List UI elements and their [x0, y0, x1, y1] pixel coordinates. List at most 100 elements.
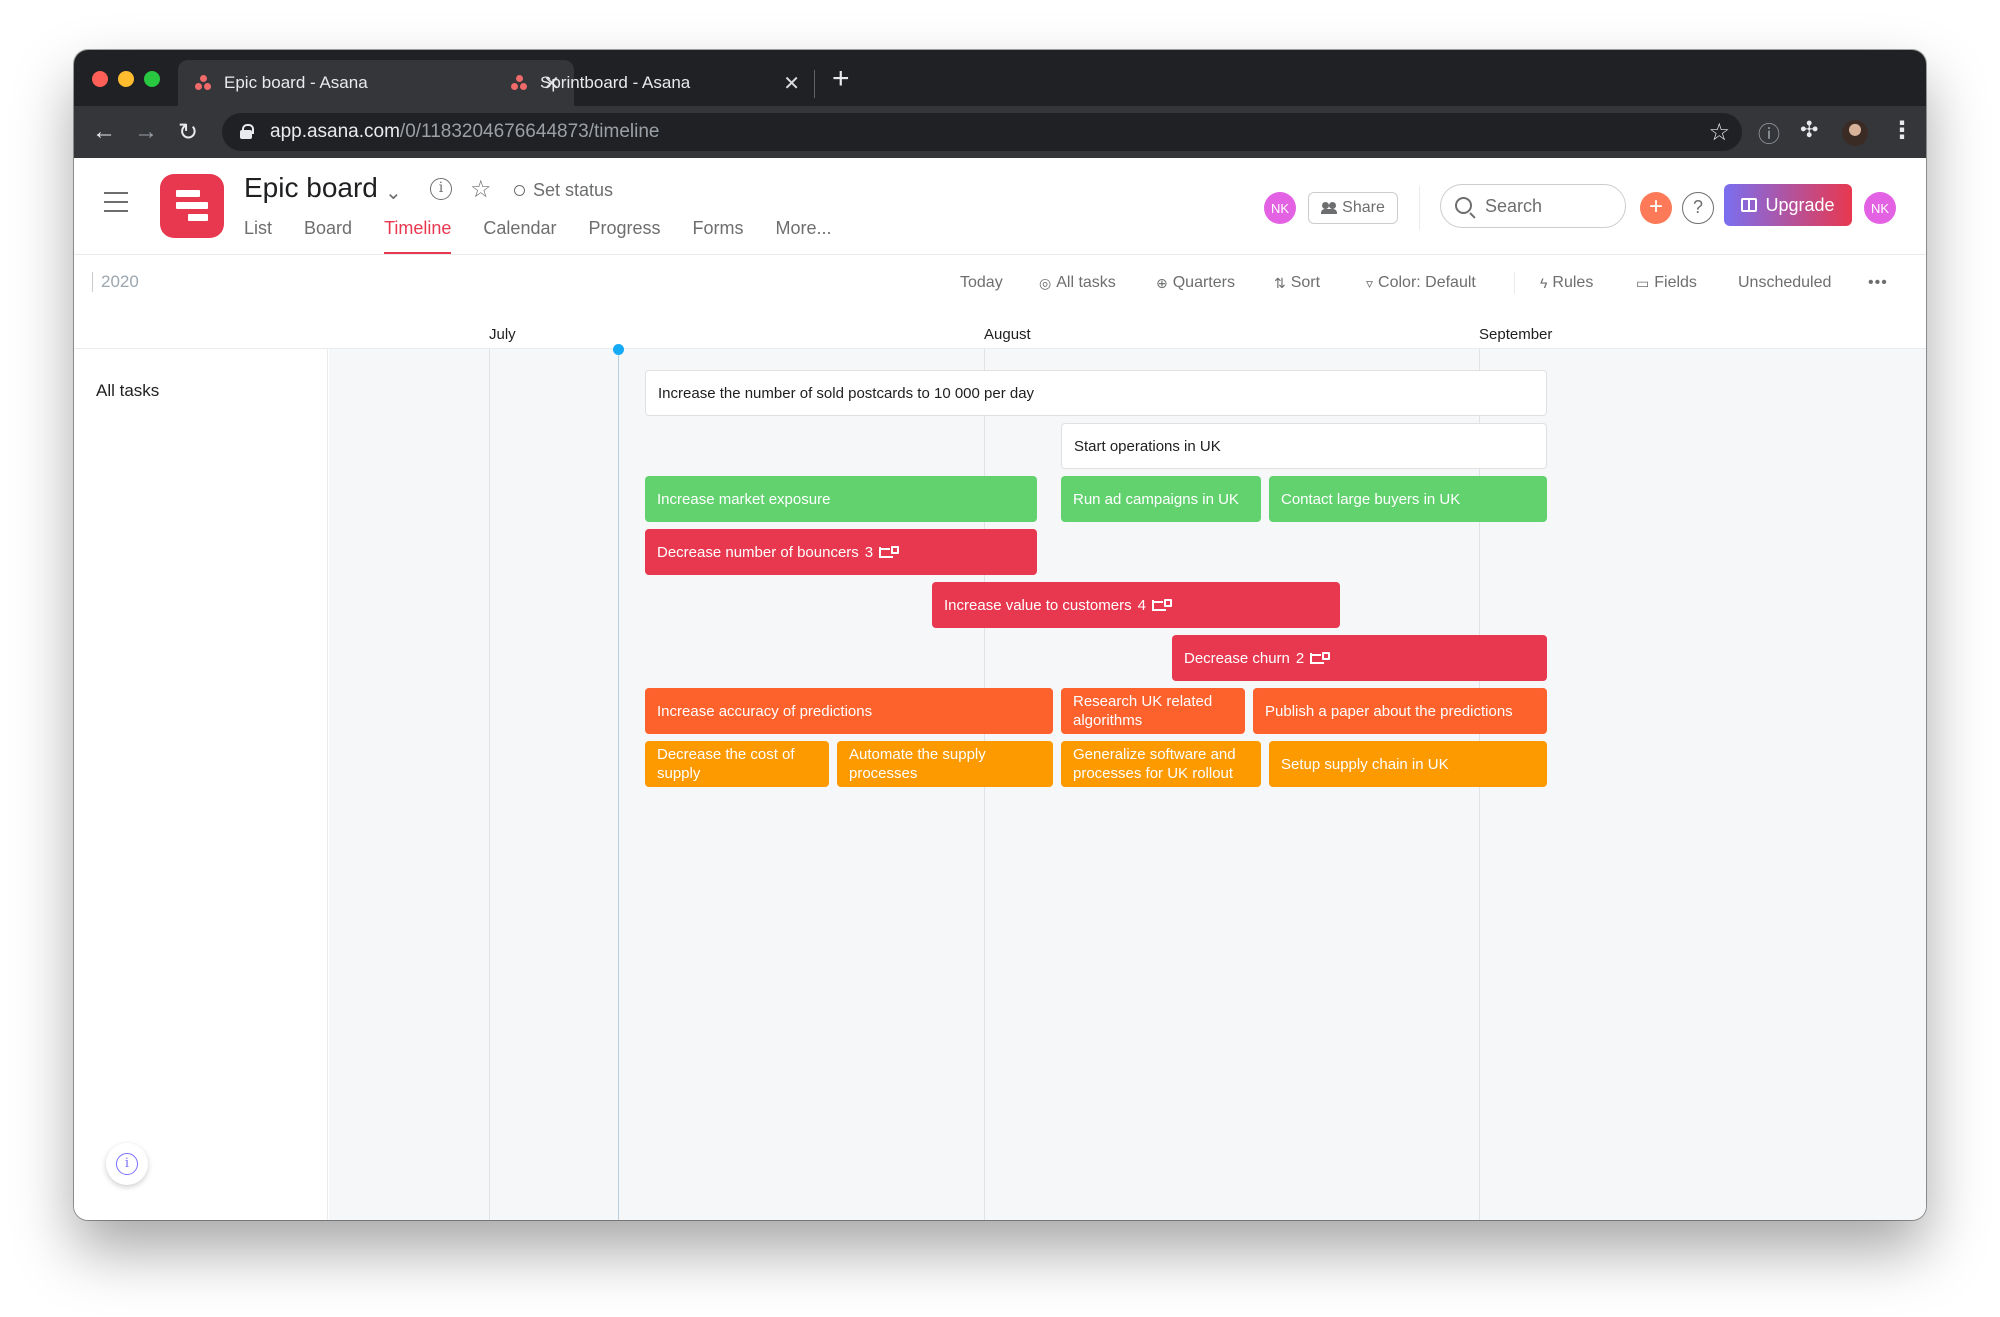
tab-title: Epic board - Asana — [224, 73, 368, 92]
share-label: Share — [1342, 199, 1385, 216]
task-title: Increase accuracy of predictions — [657, 702, 873, 720]
task-title: Increase value to customers — [944, 596, 1132, 614]
task-bar[interactable]: Automate the supply processes — [837, 741, 1053, 787]
asana-logo-icon — [194, 74, 212, 92]
subtask-count: 4 — [1137, 596, 1146, 614]
hamburger-menu-icon[interactable] — [104, 192, 128, 219]
task-bar[interactable]: Decrease number of bouncers 3 — [645, 529, 1037, 575]
asana-logo-icon — [510, 74, 528, 92]
more-options-icon[interactable]: ••• — [1868, 274, 1888, 291]
share-button[interactable]: Share — [1308, 192, 1398, 224]
quick-add-button[interactable]: + — [1640, 192, 1672, 224]
task-title: Start operations in UK — [1074, 437, 1221, 455]
address-bar[interactable]: app.asana.com/0/1183204676644873/timelin… — [222, 113, 1742, 151]
tab-board[interactable]: Board — [304, 218, 353, 238]
sort-button[interactable]: ⇅ Sort — [1274, 274, 1320, 292]
set-status-button[interactable]: Set status — [514, 180, 613, 201]
task-bar[interactable]: Contact large buyers in UK — [1269, 476, 1547, 522]
today-marker — [613, 344, 624, 355]
tab-timeline[interactable]: Timeline — [384, 218, 452, 254]
task-title: Research UK related algorithms — [1073, 693, 1213, 729]
tab-title: Sprintboard - Asana — [540, 73, 691, 92]
status-circle-icon — [514, 185, 525, 196]
task-bar[interactable]: Decrease churn 2 — [1172, 635, 1547, 681]
tab-more[interactable]: More... — [775, 218, 832, 238]
upgrade-label: Upgrade — [1765, 194, 1835, 215]
zoom-icon: ⊕ — [1156, 274, 1168, 291]
close-icon[interactable]: ✕ — [783, 72, 800, 95]
browser-profile-avatar[interactable] — [1842, 120, 1868, 146]
tab-forms[interactable]: Forms — [692, 218, 744, 238]
fields-icon: ▭ — [1636, 274, 1650, 291]
task-bar[interactable]: Generalize software and processes for UK… — [1061, 741, 1261, 787]
new-tab-button[interactable]: + — [832, 62, 850, 95]
user-avatar[interactable]: NK — [1864, 192, 1896, 224]
upgrade-button[interactable]: Upgrade — [1724, 184, 1852, 226]
task-bar[interactable]: Increase accuracy of predictions — [645, 688, 1053, 734]
unscheduled-button[interactable]: Unscheduled — [1738, 274, 1831, 292]
year-label: 2020 — [92, 272, 139, 292]
all-tasks-label: All tasks — [1056, 274, 1116, 291]
bookmark-star-icon[interactable]: ☆ — [1708, 119, 1730, 146]
window-maximize-button[interactable] — [144, 71, 160, 87]
extension-info-icon[interactable]: ⓘ — [1758, 122, 1781, 147]
month-label-july: July — [489, 326, 516, 343]
gift-icon — [1741, 198, 1758, 212]
window-close-button[interactable] — [92, 71, 108, 87]
fields-button[interactable]: ▭ Fields — [1636, 274, 1697, 292]
extensions-puzzle-icon[interactable]: ✣ — [1800, 117, 1819, 142]
tab-list[interactable]: List — [244, 218, 273, 238]
month-label-september: September — [1479, 326, 1553, 343]
task-bar[interactable]: Setup supply chain in UK — [1269, 741, 1547, 787]
task-bar[interactable]: Increase market exposure — [645, 476, 1037, 522]
color-button[interactable]: ▿ Color: Default — [1366, 274, 1476, 292]
project-info-icon[interactable]: i — [430, 178, 452, 200]
forward-arrow-icon[interactable]: → — [134, 118, 158, 145]
task-bar[interactable]: Decrease the cost of supply — [645, 741, 829, 787]
tab-progress[interactable]: Progress — [588, 218, 661, 238]
task-bar[interactable]: Increase value to customers 4 — [932, 582, 1340, 628]
zoom-quarters-button[interactable]: ⊕ Quarters — [1156, 274, 1235, 292]
browser-menu-icon[interactable]: ⋮ — [1890, 117, 1914, 144]
help-button[interactable]: ? — [1682, 192, 1714, 224]
subtask-count: 2 — [1295, 649, 1305, 667]
rules-button[interactable]: ϟ Rules — [1540, 274, 1593, 292]
task-bar[interactable]: Run ad campaigns in UK — [1061, 476, 1261, 522]
today-button[interactable]: Today — [960, 274, 1003, 292]
task-bar[interactable]: Publish a paper about the predictions — [1253, 688, 1547, 734]
reload-icon[interactable]: ↻ — [177, 118, 199, 146]
chevron-down-icon[interactable]: ⌄ — [385, 182, 402, 204]
timeline-grid[interactable]: Increase the number of sold postcards to… — [329, 344, 1926, 1220]
subtask-icon — [1151, 598, 1172, 611]
all-tasks-filter-button[interactable]: ◎ All tasks — [1039, 274, 1116, 292]
browser-tab-sprintboard[interactable]: Sprintboard - Asana ✕ — [494, 60, 814, 106]
url-host: app.asana.com — [270, 121, 400, 142]
search-input[interactable]: Search — [1440, 184, 1626, 228]
subtask-count: 3 — [864, 543, 874, 561]
browser-window: Epic board - Asana ✕ Sprintboard - Asana… — [74, 50, 1926, 1220]
page-title[interactable]: Epic board — [244, 172, 378, 203]
section-label[interactable]: All tasks — [96, 381, 160, 400]
browser-tab-epic-board[interactable]: Epic board - Asana ✕ — [178, 60, 574, 106]
paint-icon: ▿ — [1366, 274, 1374, 291]
sort-label: Sort — [1290, 274, 1321, 291]
back-arrow-icon[interactable]: ← — [92, 118, 116, 145]
task-bar[interactable]: Increase the number of sold postcards to… — [645, 370, 1547, 416]
task-bar[interactable]: Research UK related algorithms — [1061, 688, 1245, 734]
favorite-star-icon[interactable]: ☆ — [470, 176, 492, 203]
asana-app: Epic board ⌄ i ☆ Set status List Board T… — [74, 158, 1926, 1220]
info-button[interactable]: i — [106, 1143, 148, 1185]
tab-calendar[interactable]: Calendar — [483, 218, 557, 238]
member-avatar[interactable]: NK — [1264, 192, 1296, 224]
task-title: Increase the number of sold postcards to… — [658, 384, 1035, 402]
task-title: Setup supply chain in UK — [1281, 755, 1449, 773]
task-title: Increase market exposure — [657, 490, 831, 508]
window-minimize-button[interactable] — [118, 71, 134, 87]
grid-line — [489, 349, 490, 1220]
subtask-icon — [879, 545, 900, 558]
task-bar[interactable]: Start operations in UK — [1061, 423, 1547, 469]
task-title: Decrease churn — [1184, 649, 1290, 667]
close-icon[interactable]: ✕ — [543, 72, 560, 95]
subtask-icon — [1310, 651, 1331, 664]
sort-icon: ⇅ — [1274, 274, 1286, 291]
